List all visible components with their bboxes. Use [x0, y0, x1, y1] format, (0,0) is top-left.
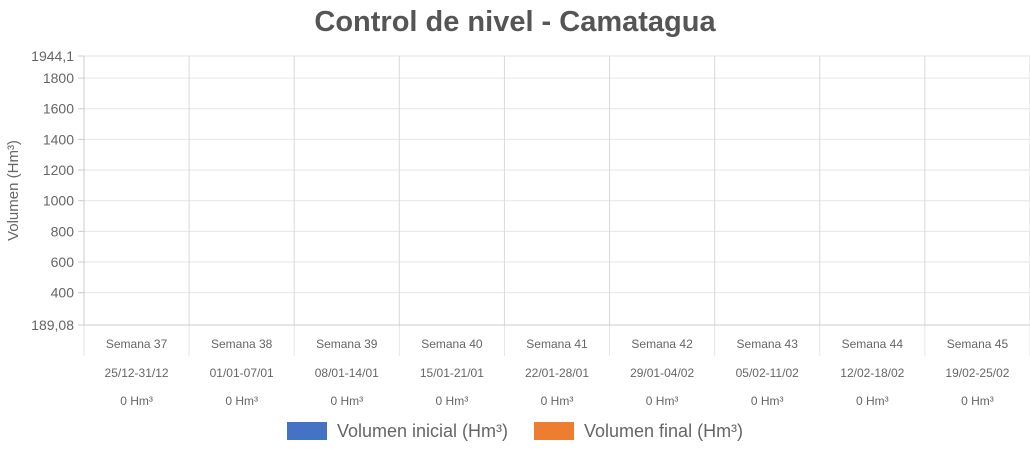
x-date-range-label: 05/02-11/02 — [736, 366, 799, 380]
x-category-label: Semana 44 — [842, 337, 904, 351]
x-value-label: 0 Hm³ — [541, 394, 574, 408]
x-category-label: Semana 45 — [947, 337, 1009, 351]
y-tick-label: 1600 — [43, 101, 74, 117]
y-tick-label: 1000 — [43, 193, 74, 209]
x-category-label: Semana 38 — [211, 337, 273, 351]
y-tick-label: 1400 — [43, 131, 74, 147]
y-tick-label: 1800 — [43, 70, 74, 86]
x-category-label: Semana 40 — [421, 337, 483, 351]
legend-swatch-volumen-final — [534, 422, 574, 440]
x-date-range-label: 15/01-21/01 — [420, 366, 484, 380]
legend-label-volumen-inicial: Volumen inicial (Hm³) — [336, 420, 508, 441]
legend-item-volumen-inicial[interactable]: Volumen inicial (Hm³) — [286, 420, 508, 442]
x-category-label: Semana 41 — [526, 337, 588, 351]
x-value-label: 0 Hm³ — [120, 394, 153, 408]
y-tick-label: 1200 — [43, 162, 74, 178]
x-value-label: 0 Hm³ — [646, 394, 679, 408]
legend-swatch-volumen-inicial — [286, 422, 327, 440]
x-date-range-label: 22/01-28/01 — [525, 366, 589, 380]
y-tick-label: 600 — [51, 254, 75, 270]
x-value-label: 0 Hm³ — [856, 394, 889, 408]
legend-label-volumen-final: Volumen final (Hm³) — [584, 420, 744, 441]
x-category-label: Semana 39 — [316, 337, 378, 351]
x-category-label: Semana 43 — [737, 337, 799, 351]
x-date-range-label: 08/01-14/01 — [315, 366, 379, 380]
x-value-label: 0 Hm³ — [436, 394, 469, 408]
chart-legend: Volumen inicial (Hm³) Volumen final (Hm³… — [0, 418, 1030, 444]
x-date-range-label: 12/02-18/02 — [840, 366, 904, 380]
x-category-label: Semana 37 — [106, 337, 168, 351]
y-axis-title: Volumen (Hm³) — [5, 140, 22, 241]
y-tick-label: 189,08 — [31, 317, 74, 333]
x-value-label: 0 Hm³ — [330, 394, 363, 408]
y-tick-label: 400 — [51, 285, 75, 301]
x-date-range-label: 25/12-31/12 — [105, 366, 169, 380]
x-date-range-label: 19/02-25/02 — [945, 366, 1009, 380]
x-value-label: 0 Hm³ — [225, 394, 258, 408]
x-value-label: 0 Hm³ — [751, 394, 784, 408]
x-value-label: 0 Hm³ — [961, 394, 994, 408]
y-tick-label: 800 — [51, 223, 75, 239]
x-category-label: Semana 42 — [631, 337, 693, 351]
chart-title: Control de nivel - Camatagua — [314, 6, 716, 38]
y-tick-label: 1944,1 — [31, 48, 74, 64]
legend-item-volumen-final[interactable]: Volumen final (Hm³) — [534, 421, 743, 442]
x-date-range-label: 01/01-07/01 — [210, 366, 274, 380]
x-date-range-label: 29/01-04/02 — [630, 366, 694, 380]
